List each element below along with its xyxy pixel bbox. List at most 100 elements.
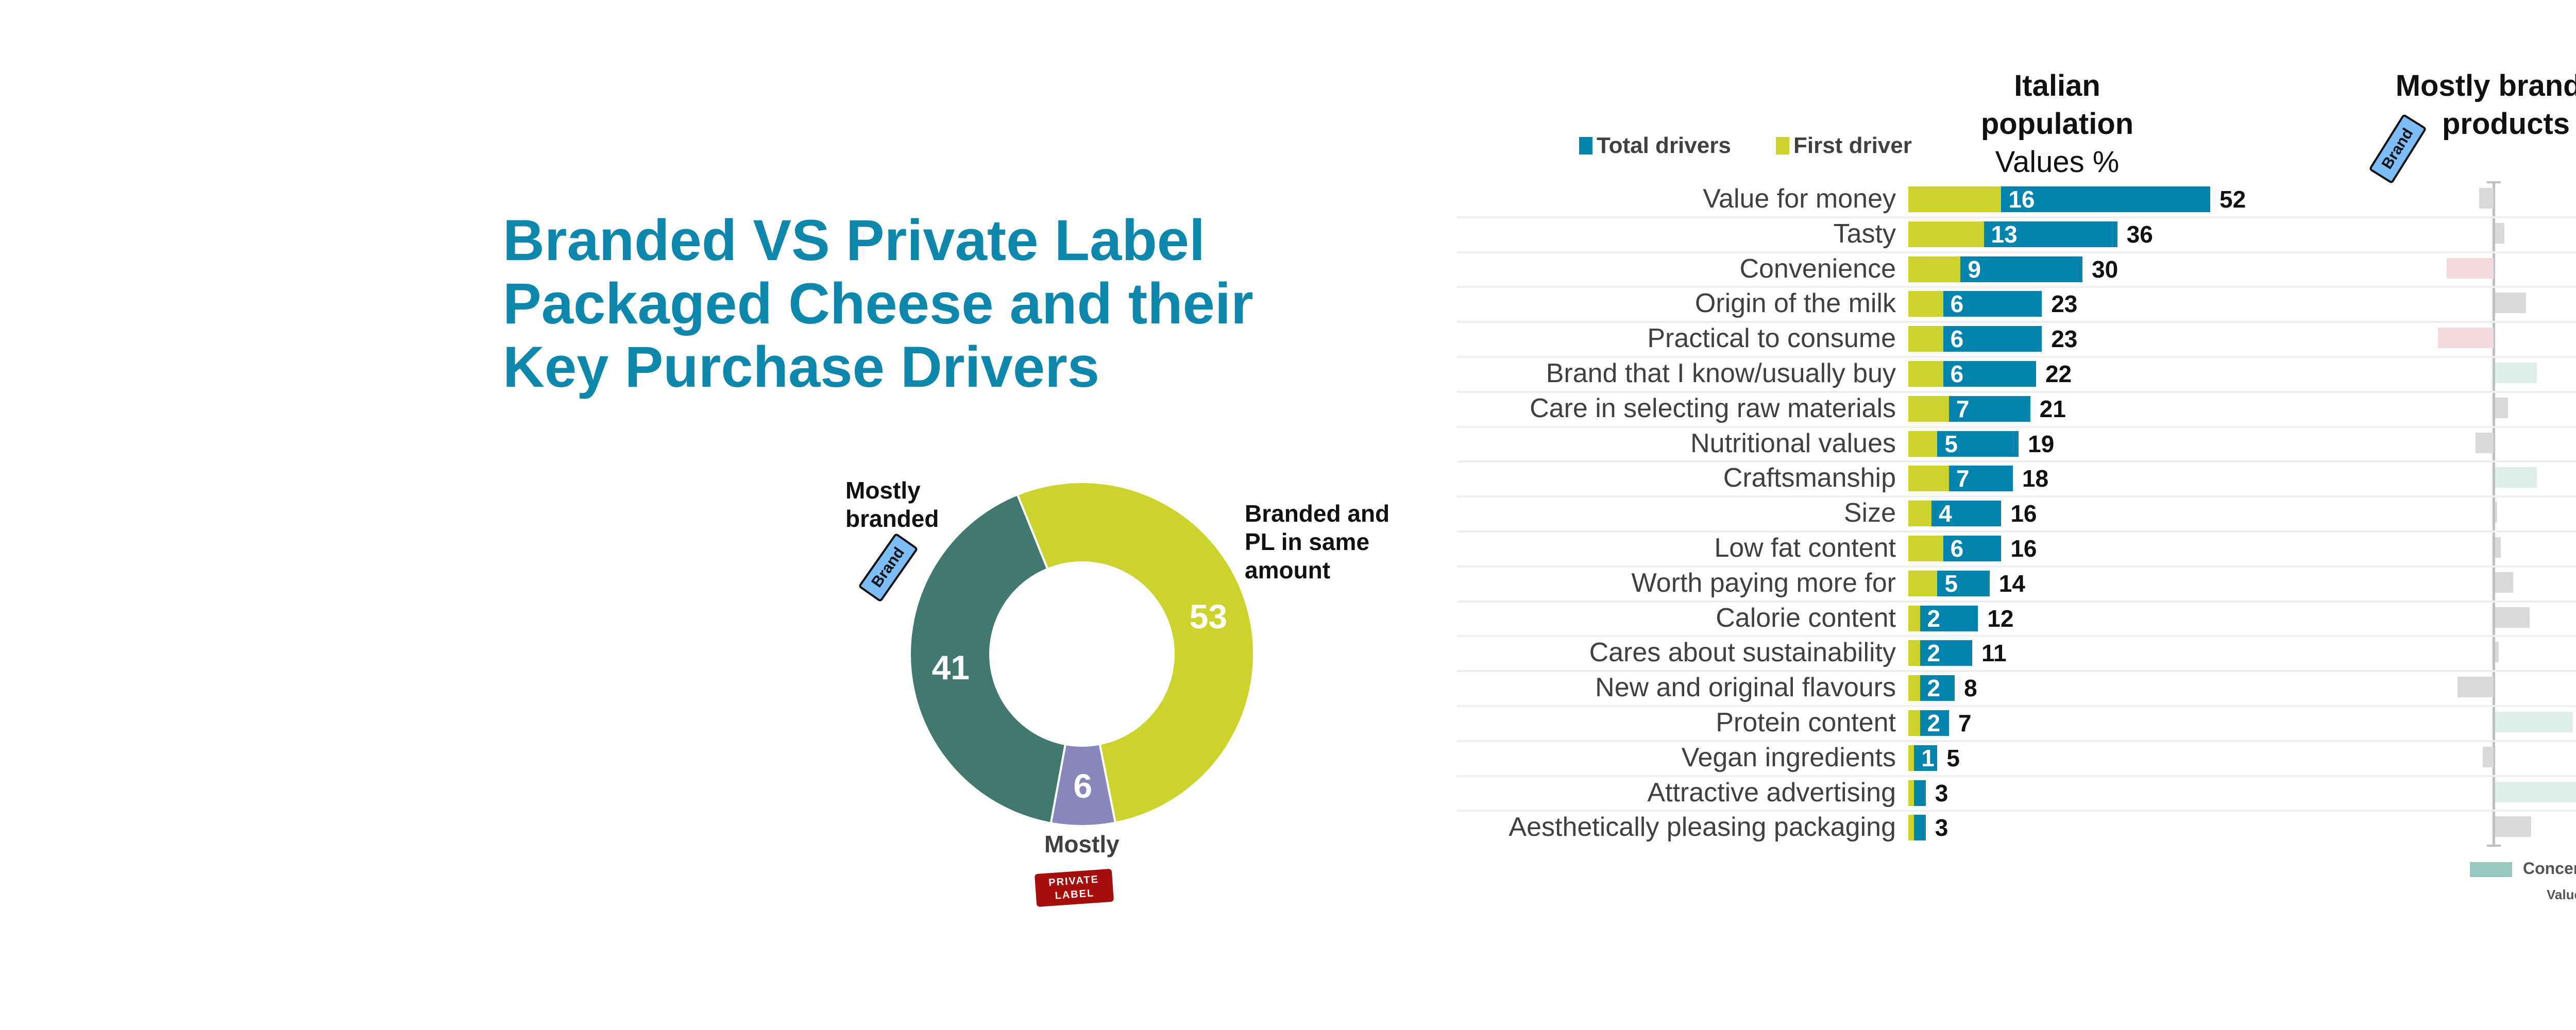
row-separator xyxy=(1457,530,2576,533)
index-note: Values: concentration index, where value… xyxy=(2547,887,2576,902)
index-bar-col1 xyxy=(2479,188,2494,209)
driver-label: Nutritional values xyxy=(1690,428,1896,458)
row-separator xyxy=(1457,286,2576,288)
driver-label: Value for money xyxy=(1703,184,1896,214)
bar-total-value: 23 xyxy=(2051,290,2078,318)
bar-total-value: 7 xyxy=(1958,710,1972,736)
bar-first-driver xyxy=(1908,186,2002,212)
donut-label-line: PL in same xyxy=(1245,528,1370,555)
bar-first-driver-value: 5 xyxy=(1944,570,1958,597)
bar-first-driver-value: 2 xyxy=(1927,605,1941,632)
driver-label: Craftsmanship xyxy=(1723,463,1896,493)
index-bar-col1 xyxy=(2447,258,2494,279)
bar-first-driver xyxy=(1908,815,1914,841)
index-bar-col1 xyxy=(2483,746,2494,767)
bar-first-driver xyxy=(1908,640,1920,666)
index-bar-col1 xyxy=(2495,293,2526,314)
driver-label: Brand that I know/usually buy xyxy=(1546,358,1896,388)
bar-first-driver-value: 4 xyxy=(1939,500,1952,527)
bar-total-value: 11 xyxy=(1981,640,2007,667)
bar-total-value: 36 xyxy=(2126,220,2153,248)
header-italian-population: Italian population Values % xyxy=(1980,67,2134,181)
donut-chart xyxy=(909,481,1255,827)
donut-label-line: Mostly xyxy=(845,477,921,504)
header-line: Mostly branded xyxy=(2395,69,2576,102)
bar-first-driver-value: 2 xyxy=(1927,675,1941,702)
driver-label: Cares about sustainability xyxy=(1589,638,1896,668)
bar-first-driver-value: 1 xyxy=(1921,744,1935,771)
donut-value-label: 41 xyxy=(931,648,970,686)
page-title-line-1: Branded VS Private Label xyxy=(503,208,1206,272)
bar-first-driver-value: 2 xyxy=(1927,640,1941,667)
bar-total-value: 18 xyxy=(2022,465,2049,492)
index-bar-col1 xyxy=(2495,712,2573,732)
bar-total-value: 5 xyxy=(1946,744,1960,771)
private-label-tag-icon: PRIVATE LABEL xyxy=(1034,868,1114,907)
bar-first-driver xyxy=(1908,536,1943,561)
page-title-line-3: Key Purchase Drivers xyxy=(503,335,1100,399)
bar-first-driver-value: 16 xyxy=(2008,186,2035,213)
bar-total-value: 22 xyxy=(2045,360,2072,387)
index-bar-col1 xyxy=(2495,502,2497,523)
bar-total-value: 52 xyxy=(2219,186,2246,213)
header-line: products xyxy=(2442,107,2570,141)
legend-swatch-total xyxy=(1579,137,1592,154)
row-separator xyxy=(1457,425,2576,428)
bar-first-driver xyxy=(1908,745,1914,771)
row-separator xyxy=(1457,495,2576,498)
donut-label-branded-and-pl: Branded and PL in same amount xyxy=(1245,500,1389,585)
index-axis-1 xyxy=(2493,181,2495,847)
bar-total-value: 8 xyxy=(1964,675,1977,702)
bar-first-driver-value: 13 xyxy=(1991,220,2018,248)
bar-first-driver xyxy=(1908,675,1920,701)
index-bar-col1 xyxy=(2495,397,2508,418)
bar-first-driver xyxy=(1908,780,1914,806)
index-bar-col1 xyxy=(2495,467,2537,488)
row-separator xyxy=(1457,775,2576,777)
index-axis-tick xyxy=(2487,181,2501,183)
row-separator xyxy=(1457,356,2576,358)
index-bar-col1 xyxy=(2495,222,2504,244)
bar-first-driver xyxy=(1908,605,1920,631)
bar-total-value: 21 xyxy=(2039,395,2066,422)
bar-first-driver-value: 2 xyxy=(1927,710,1941,736)
driver-label: Aesthetically pleasing packaging xyxy=(1509,812,1896,843)
row-separator xyxy=(1457,670,2576,673)
bar-total-value: 30 xyxy=(2092,255,2119,283)
index-bar-col1 xyxy=(2495,607,2530,628)
index-bar-col1 xyxy=(2495,781,2576,802)
index-bar-col1 xyxy=(2495,642,2499,663)
donut-label-line: Branded and xyxy=(1245,500,1390,527)
header-line: Italian xyxy=(2014,69,2100,102)
row-separator xyxy=(1457,705,2576,707)
page-title-line-2: Packaged Cheese and their xyxy=(503,271,1253,336)
bar-first-driver xyxy=(1908,256,1961,282)
row-separator xyxy=(1457,251,2576,253)
row-separator xyxy=(1457,565,2576,568)
donut-value-label: 53 xyxy=(1189,597,1228,636)
index-axis-tick xyxy=(2487,845,2501,847)
driver-label: Practical to consume xyxy=(1647,323,1896,354)
driver-label: Vegan ingredients xyxy=(1681,742,1896,772)
bar-first-driver-value: 6 xyxy=(1950,325,1964,353)
driver-label: Tasty xyxy=(1833,218,1896,249)
legend-index-high: Concentration index > 120 xyxy=(2523,859,2576,878)
bar-first-driver xyxy=(1908,431,1938,457)
donut-label-line: amount xyxy=(1245,557,1331,583)
donut-label-line: branded xyxy=(845,505,939,532)
page-title: Branded VS Private Label Packaged Cheese… xyxy=(503,209,1379,399)
bar-total-value: 14 xyxy=(1998,570,2025,597)
bar-first-driver-value: 7 xyxy=(1956,465,1970,492)
bar-first-driver xyxy=(1908,501,1932,527)
donut-slice-1 xyxy=(1016,481,1255,824)
legend-swatch-first xyxy=(1776,137,1789,154)
donut-value-label: 6 xyxy=(1073,766,1093,805)
bar-first-driver-value: 6 xyxy=(1950,360,1964,387)
driver-label: Attractive advertising xyxy=(1647,777,1896,808)
legend-total-drivers: Total drivers xyxy=(1579,133,1731,159)
bar-first-driver xyxy=(1908,466,1949,492)
row-separator xyxy=(1457,740,2576,742)
index-bar-col1 xyxy=(2458,677,2494,698)
legend-label: Total drivers xyxy=(1597,133,1731,158)
bar-total-value: 16 xyxy=(2010,535,2037,562)
